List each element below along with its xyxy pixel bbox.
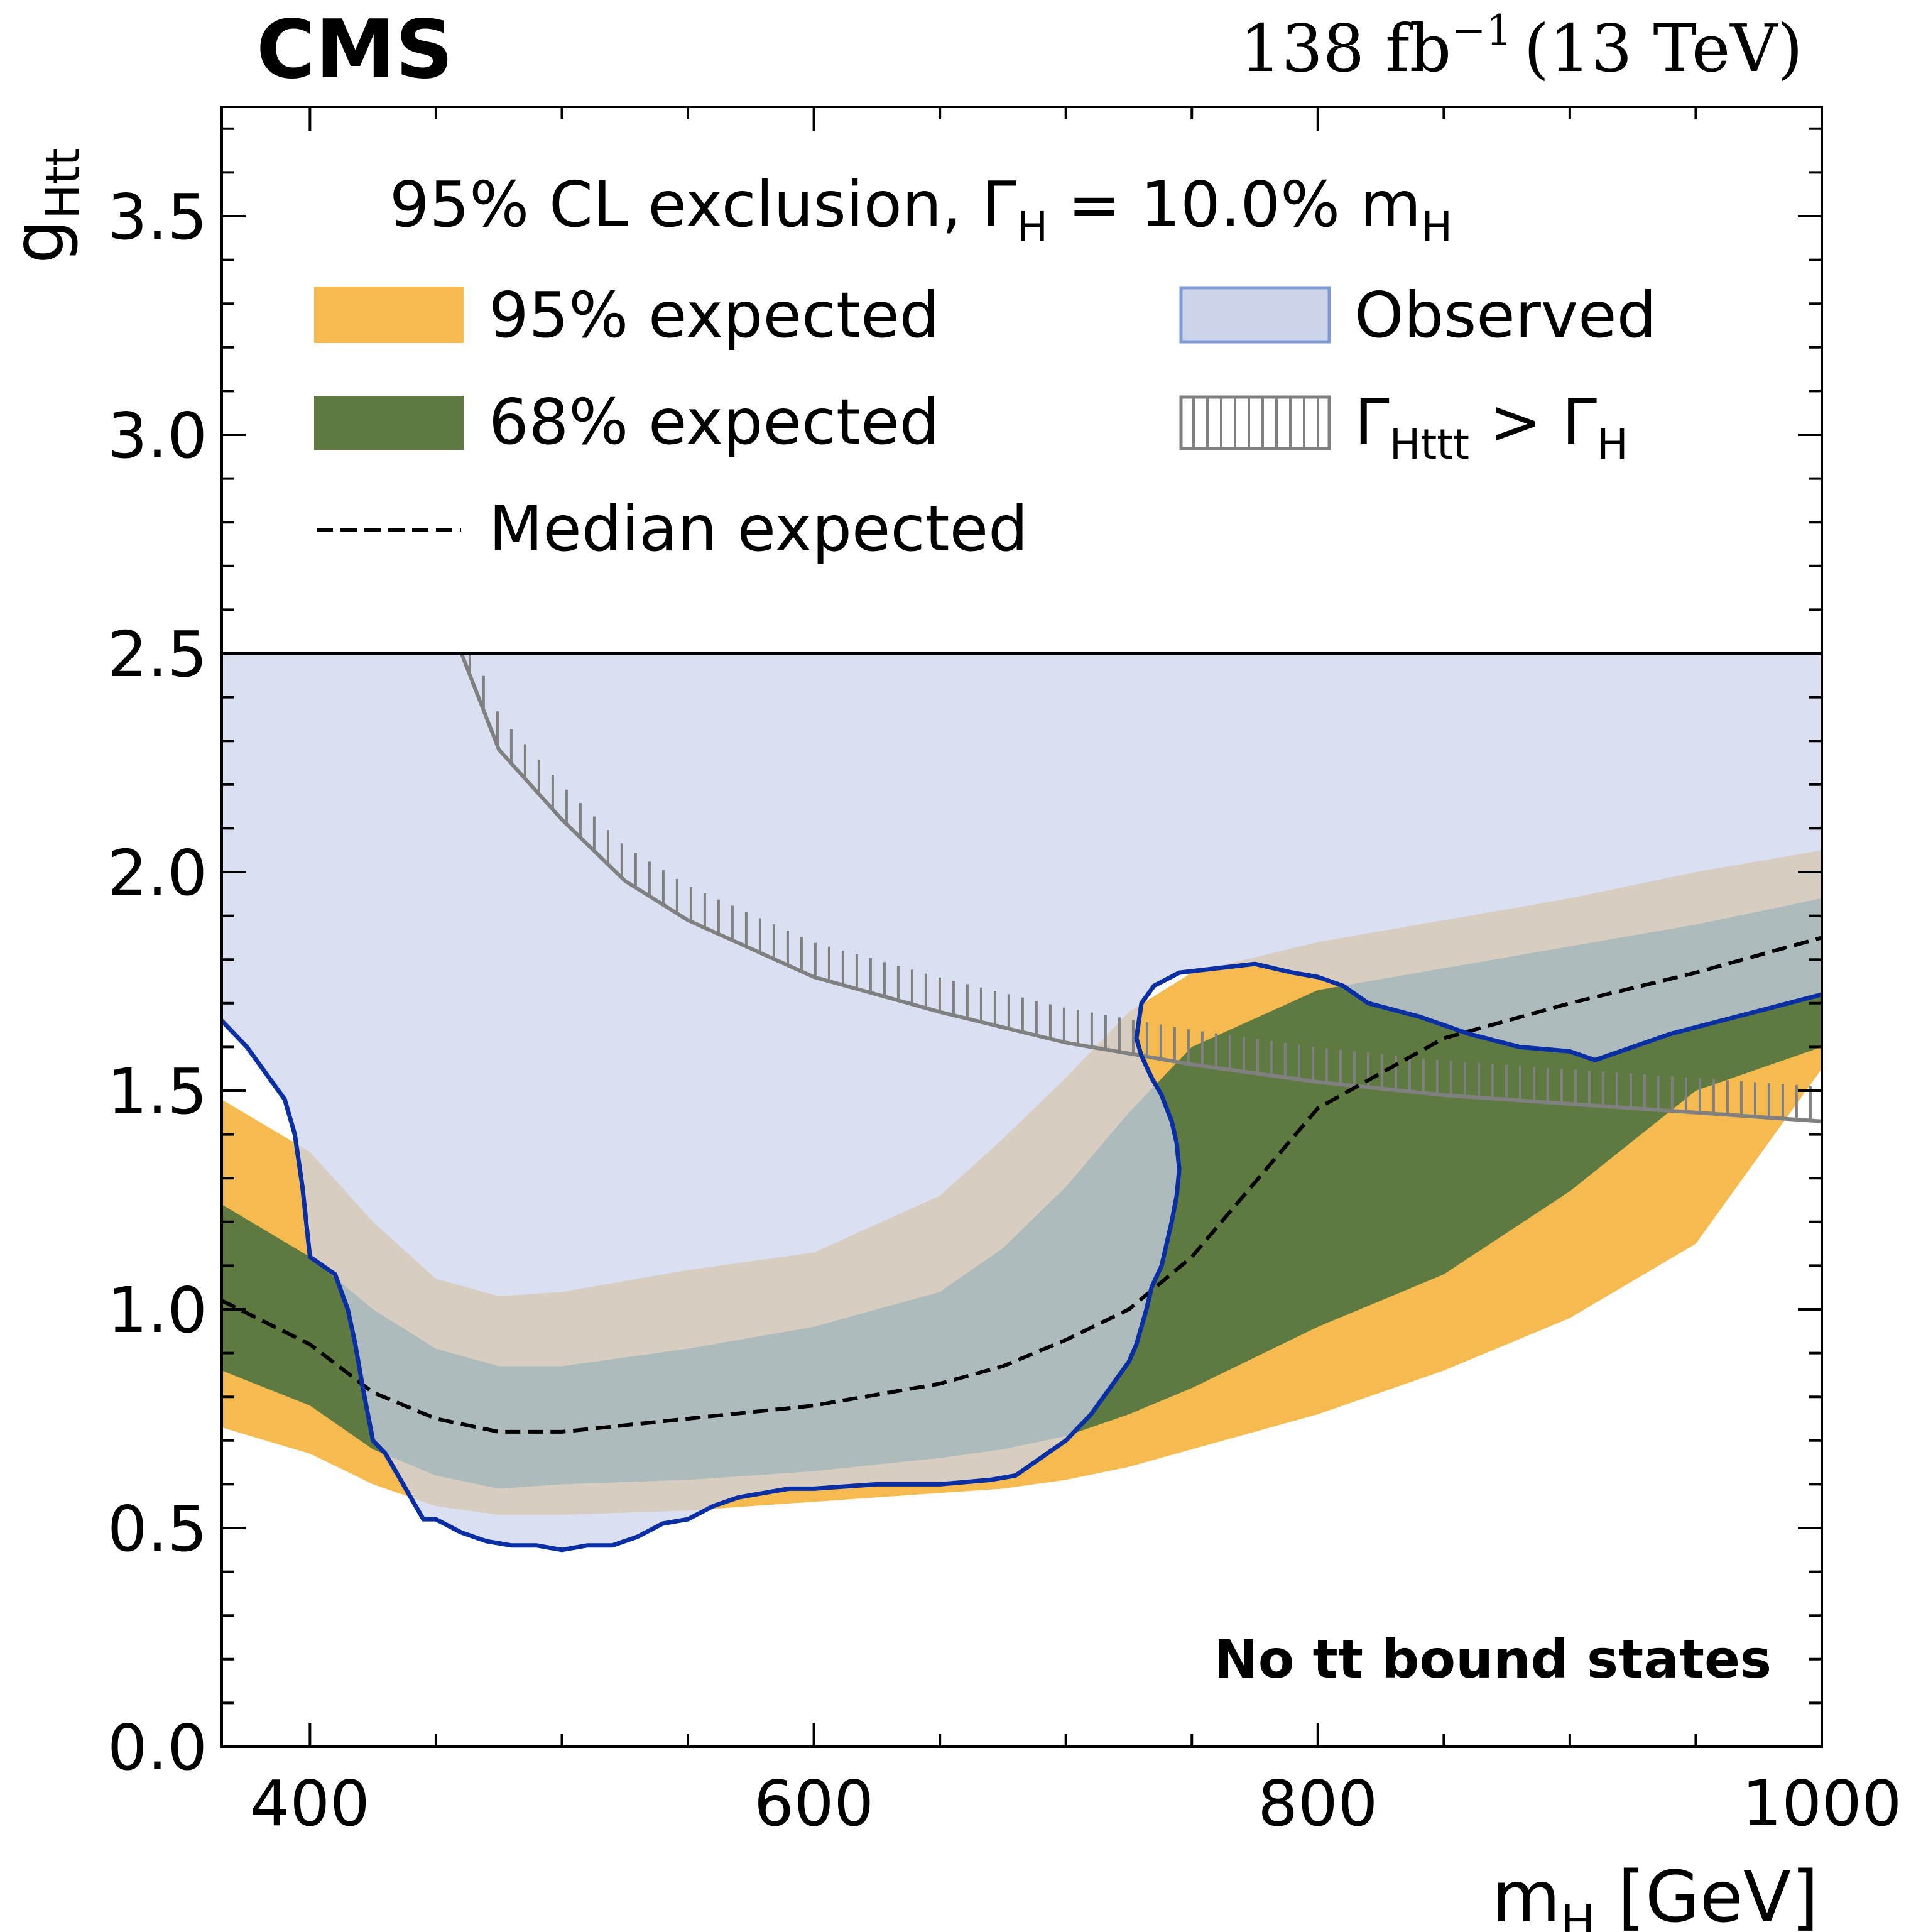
legend-label-68: 68% expected [489,385,939,459]
median-expected-line [222,936,1822,1434]
legend-label-observed: Observed [1354,278,1657,352]
legend-label-median: Median expected [489,492,1028,565]
observed-contour-line [222,961,1822,1553]
experiment-label: CMS [256,3,454,97]
band-68-expected [222,898,1822,1489]
y-tick-label: 1.0 [107,1274,207,1347]
plot-clip-group [222,653,1822,1553]
bound-states-annotation: No tt bound states [1214,1629,1772,1690]
y-tick-label: 0.5 [107,1492,207,1566]
x-tick-label: 600 [754,1767,874,1840]
lumi-label: 138 fb−1 (13 TeV) [1240,6,1803,87]
x-tick-label: 800 [1258,1767,1378,1840]
y-tick-label: 2.5 [107,618,207,691]
width-boundary-line [459,653,1822,1123]
legend-label-width: ΓHttt > ΓH [1354,385,1628,469]
y-tick-label: 2.0 [107,836,207,910]
legend-title: 95% CL exclusion, ΓH = 10.0% mH [389,168,1452,251]
legend-swatch-width [1179,395,1331,450]
plot-area [222,653,1822,1553]
legend: 95% CL exclusion, ΓH = 10.0% mH 95% expe… [314,168,1657,565]
y-axis-label: gHtt [0,148,90,264]
legend-label-95: 95% expected [489,278,939,352]
legend-swatch-68 [314,396,464,450]
legend-swatch-95 [314,287,464,343]
x-tick-label: 400 [250,1767,370,1840]
plot-frame [220,106,1823,1748]
width-swatch-frame [1179,395,1331,450]
axes: 400 600 800 1000 0.0 0.5 1.0 1.5 2.0 2.5 3.0 3.5 [107,106,1902,1840]
y-tick-label: 1.5 [107,1055,207,1128]
y-tick-label: 3.5 [107,180,207,254]
x-tick-label: 1000 [1742,1767,1902,1840]
y-tick-label: 3.0 [107,399,207,472]
y-tick-label: 0.0 [107,1711,207,1784]
width-hatching [468,653,1812,1121]
legend-swatch-observed [1179,286,1331,344]
x-axis-label: mH [GeV] [1492,1857,1819,1932]
